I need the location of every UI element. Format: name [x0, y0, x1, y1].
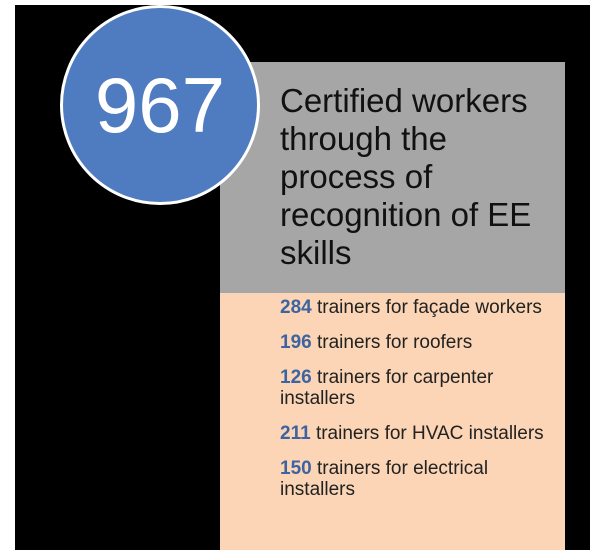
item-text: trainers for carpenter installers — [280, 367, 494, 409]
item-text: trainers for electrical installers — [280, 458, 489, 500]
item-list: 284 trainers for façade workers 196 train… — [220, 293, 565, 550]
item: 196 trainers for roofers — [280, 332, 550, 353]
item-count: 211 — [280, 423, 311, 444]
heading: Certified workers through the process of… — [280, 82, 532, 271]
item: 211 trainers for HVAC installers — [280, 423, 550, 444]
item-text: trainers for façade workers — [316, 297, 542, 318]
item: 150 trainers for electrical installers — [280, 458, 550, 500]
item: 126 trainers for carpenter installers — [280, 367, 550, 409]
item-count: 150 — [280, 458, 312, 479]
item: 284 trainers for façade workers — [280, 297, 550, 318]
item-count: 284 — [280, 297, 312, 318]
item-count: 126 — [280, 367, 312, 388]
item-text: trainers for roofers — [316, 332, 473, 353]
badge-circle: 967 — [60, 5, 260, 205]
badge-number: 967 — [94, 60, 226, 149]
item-text: trainers for HVAC installers — [315, 423, 544, 444]
slide: Certified workers through the process of… — [15, 5, 590, 550]
item-count: 196 — [280, 332, 312, 353]
heading-box: Certified workers through the process of… — [220, 62, 565, 293]
